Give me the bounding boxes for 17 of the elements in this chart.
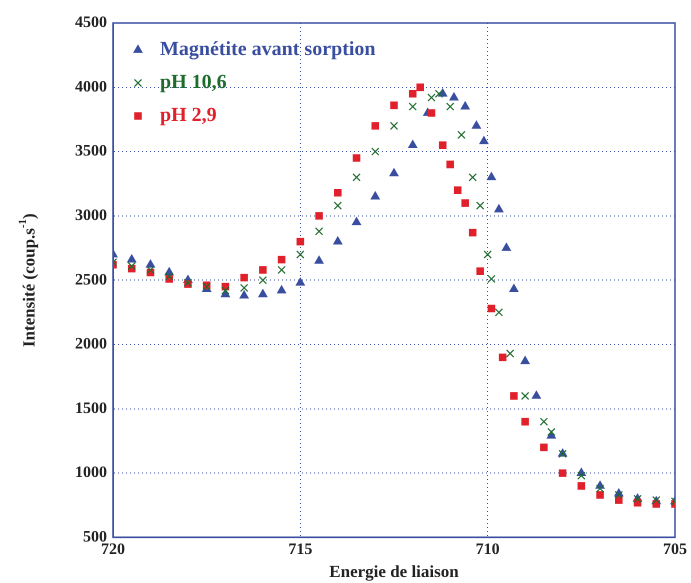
y-tick-label: 3500	[75, 142, 107, 160]
x-tick-label: 710	[476, 541, 500, 558]
y-tick-label: 1500	[75, 400, 107, 417]
legend-label: pH 10,6	[160, 71, 227, 94]
y-tick-label: 1000	[75, 464, 107, 482]
legend-label: Magnétite avant sorption	[160, 38, 376, 60]
x-tick-label: 705	[663, 541, 687, 558]
x-axis-title: Energie de liaison	[329, 562, 460, 582]
x-tick-label: 715	[288, 541, 312, 558]
y-tick-label: 2500	[75, 271, 107, 288]
y-tick-label: 4500	[75, 14, 107, 32]
legend-label: pH 2,9	[160, 104, 217, 126]
y-axis-title: Intensité (coup.s-1)	[16, 213, 38, 348]
x-tick-label: 720	[101, 541, 125, 558]
y-tick-label: 2000	[75, 336, 107, 353]
y-tick-label: 3000	[75, 207, 107, 224]
y-tick-label: 4000	[75, 78, 107, 96]
